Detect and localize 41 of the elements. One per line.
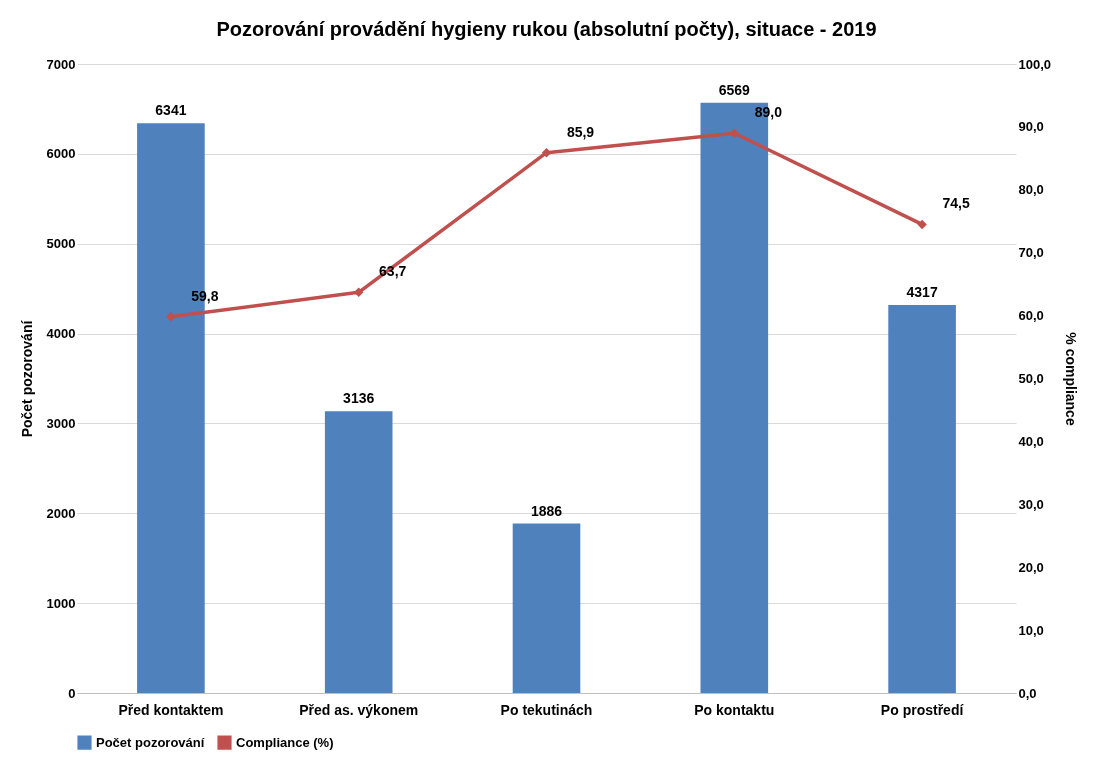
x-tick-label: Po prostředí — [880, 701, 965, 718]
y-tick-label: 6000 — [46, 146, 76, 162]
data-label: 4317 — [906, 284, 938, 301]
y2-tick-label: 60,0 — [1018, 308, 1044, 324]
data-label: 74,5 — [942, 195, 970, 212]
data-label: 59,8 — [191, 287, 219, 304]
y2-tick-label: 0,0 — [1018, 685, 1037, 701]
x-tick-label: Po kontaktu — [694, 701, 775, 718]
data-label: 3136 — [343, 390, 375, 407]
point — [917, 219, 927, 230]
y-tick-label: 0 — [68, 685, 76, 701]
bar — [324, 411, 393, 693]
y2-tick-label: 40,0 — [1018, 433, 1044, 449]
y2-tick-label: 50,0 — [1018, 371, 1044, 386]
data-label: 85,9 — [566, 123, 595, 140]
y2-tick-label: 80,0 — [1018, 182, 1044, 198]
x-tick-label: Po tekutinách — [500, 701, 593, 718]
y2-tick-label: 90,0 — [1018, 119, 1044, 135]
bar — [512, 523, 581, 693]
y-tick-label: 1000 — [46, 595, 76, 611]
legend-label: Compliance (%) — [236, 734, 334, 750]
y2-tick-label: 20,0 — [1018, 559, 1044, 575]
data-label: 6341 — [155, 102, 187, 119]
y-tick-label: 5000 — [46, 236, 76, 252]
y-axis-title: Počet pozorování — [18, 319, 35, 438]
y2-axis-title: % compliance — [1063, 332, 1080, 426]
y-tick-label: 2000 — [46, 505, 76, 521]
legend-label: Počet pozorování — [96, 734, 205, 750]
y2-tick-label: 70,0 — [1018, 245, 1044, 261]
y2-tick-label: 10,0 — [1018, 622, 1044, 638]
y-tick-label: 3000 — [46, 415, 76, 431]
y2-tick-label: 100,0 — [1018, 56, 1052, 72]
bar — [888, 305, 956, 693]
y-tick-label: 7000 — [46, 56, 76, 72]
y2-tick-label: 30,0 — [1018, 496, 1044, 512]
x-tick-label: Před as. výkonem — [299, 701, 419, 718]
y-tick-label: 4000 — [46, 326, 76, 342]
data-label: 6569 — [718, 81, 751, 98]
x-tick-label: Před kontaktem — [118, 701, 224, 718]
data-label: 1886 — [530, 502, 563, 519]
chart-title: Pozorování provádění hygieny rukou (absolutní počty), situace - 2019 — [216, 18, 877, 40]
